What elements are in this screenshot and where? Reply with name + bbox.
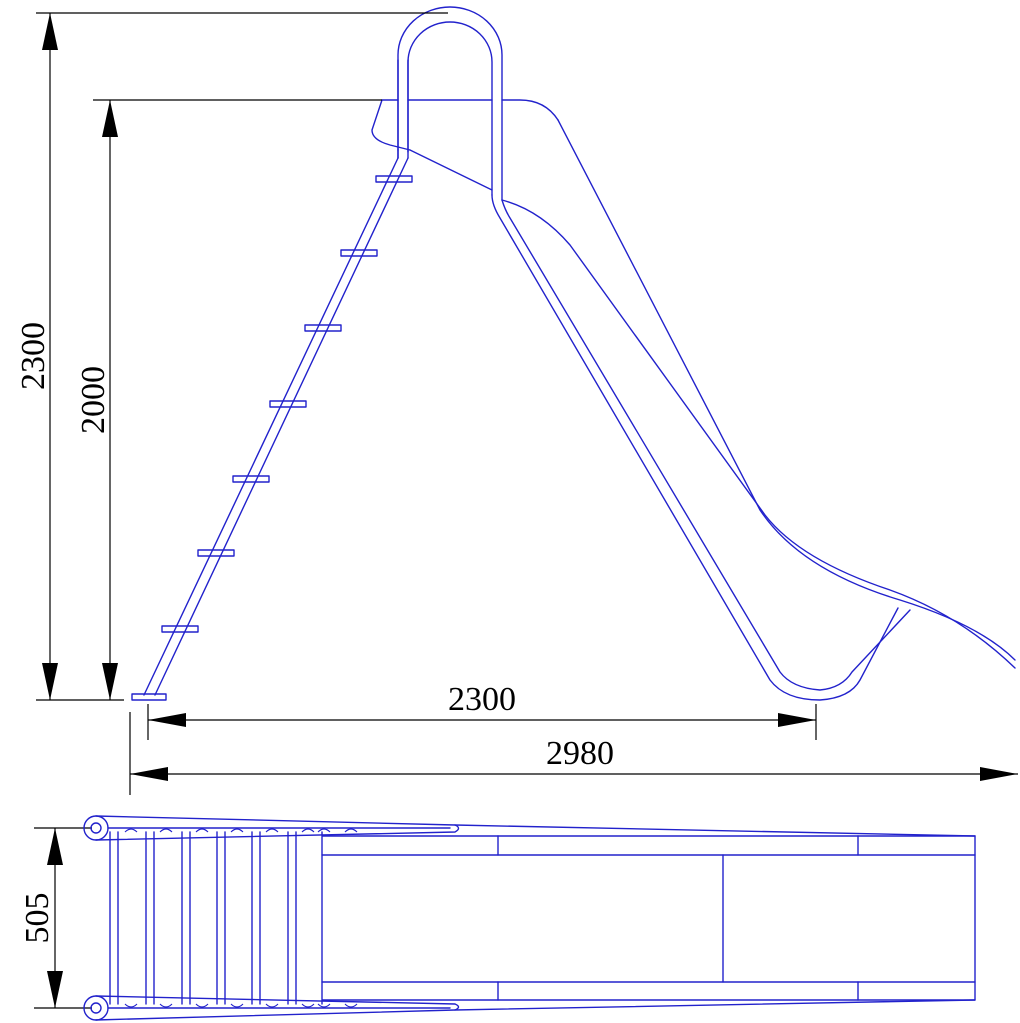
arrow-head bbox=[102, 100, 118, 137]
side-view bbox=[131, 6, 1016, 701]
arrow-head bbox=[47, 971, 63, 1008]
top-view bbox=[83, 815, 976, 1021]
ladder-step bbox=[161, 625, 199, 633]
dim-label-platform-height: 2000 bbox=[75, 366, 112, 434]
slide-deck-edge bbox=[409, 149, 493, 191]
dimension-lines: 2300 2000 2300 2980 505 bbox=[15, 12, 1018, 1009]
dim-label-width: 505 bbox=[19, 893, 56, 944]
arrow-head bbox=[980, 767, 1018, 781]
step-clips bbox=[124, 828, 358, 1008]
arrow-head bbox=[42, 663, 58, 700]
ladder-rail-top-join bbox=[397, 149, 409, 159]
slide-platform bbox=[381, 99, 559, 121]
rail-end-loop-inner bbox=[90, 1002, 102, 1014]
ladder-step bbox=[304, 324, 342, 332]
slide-side-taper-upper bbox=[454, 824, 976, 837]
arrow-head bbox=[47, 828, 63, 865]
slide-chute-top-edge bbox=[557, 119, 1016, 661]
platform-left-edge bbox=[371, 99, 411, 151]
ladder-foot bbox=[131, 693, 167, 701]
slide-side-taper-lower bbox=[454, 999, 976, 1011]
arrow-head bbox=[42, 13, 58, 50]
ladder-step bbox=[269, 400, 307, 408]
arrow-head bbox=[102, 663, 118, 700]
dim-label-total-length: 2980 bbox=[546, 735, 614, 772]
rail-end-loop-inner bbox=[90, 822, 102, 834]
ladder-rail-left bbox=[143, 157, 399, 696]
dim-label-total-height: 2300 bbox=[15, 322, 52, 390]
arrow-head bbox=[130, 767, 168, 781]
step-clip-top bbox=[124, 828, 358, 833]
handle-loop-outer bbox=[397, 6, 503, 201]
handle-inner-bar-left bbox=[397, 59, 409, 159]
rear-support-rail-inner bbox=[501, 199, 911, 691]
ladder-step bbox=[375, 175, 413, 183]
ladder-step bbox=[232, 475, 270, 483]
ladder-rail-right bbox=[154, 157, 409, 696]
ladder-step bbox=[340, 249, 378, 257]
step-clip-bottom bbox=[124, 1003, 358, 1008]
handle-loop-inner bbox=[407, 21, 493, 196]
slide-body-outline bbox=[321, 831, 976, 1005]
ladder-step bbox=[197, 549, 235, 557]
arrow-head bbox=[148, 713, 186, 727]
slide-chute-inner-edge bbox=[501, 199, 1016, 669]
rear-support-rail-outer bbox=[491, 194, 899, 701]
arrow-head bbox=[778, 713, 816, 727]
dim-label-base-length: 2300 bbox=[448, 681, 516, 718]
ladder-steps-top bbox=[109, 831, 297, 1005]
